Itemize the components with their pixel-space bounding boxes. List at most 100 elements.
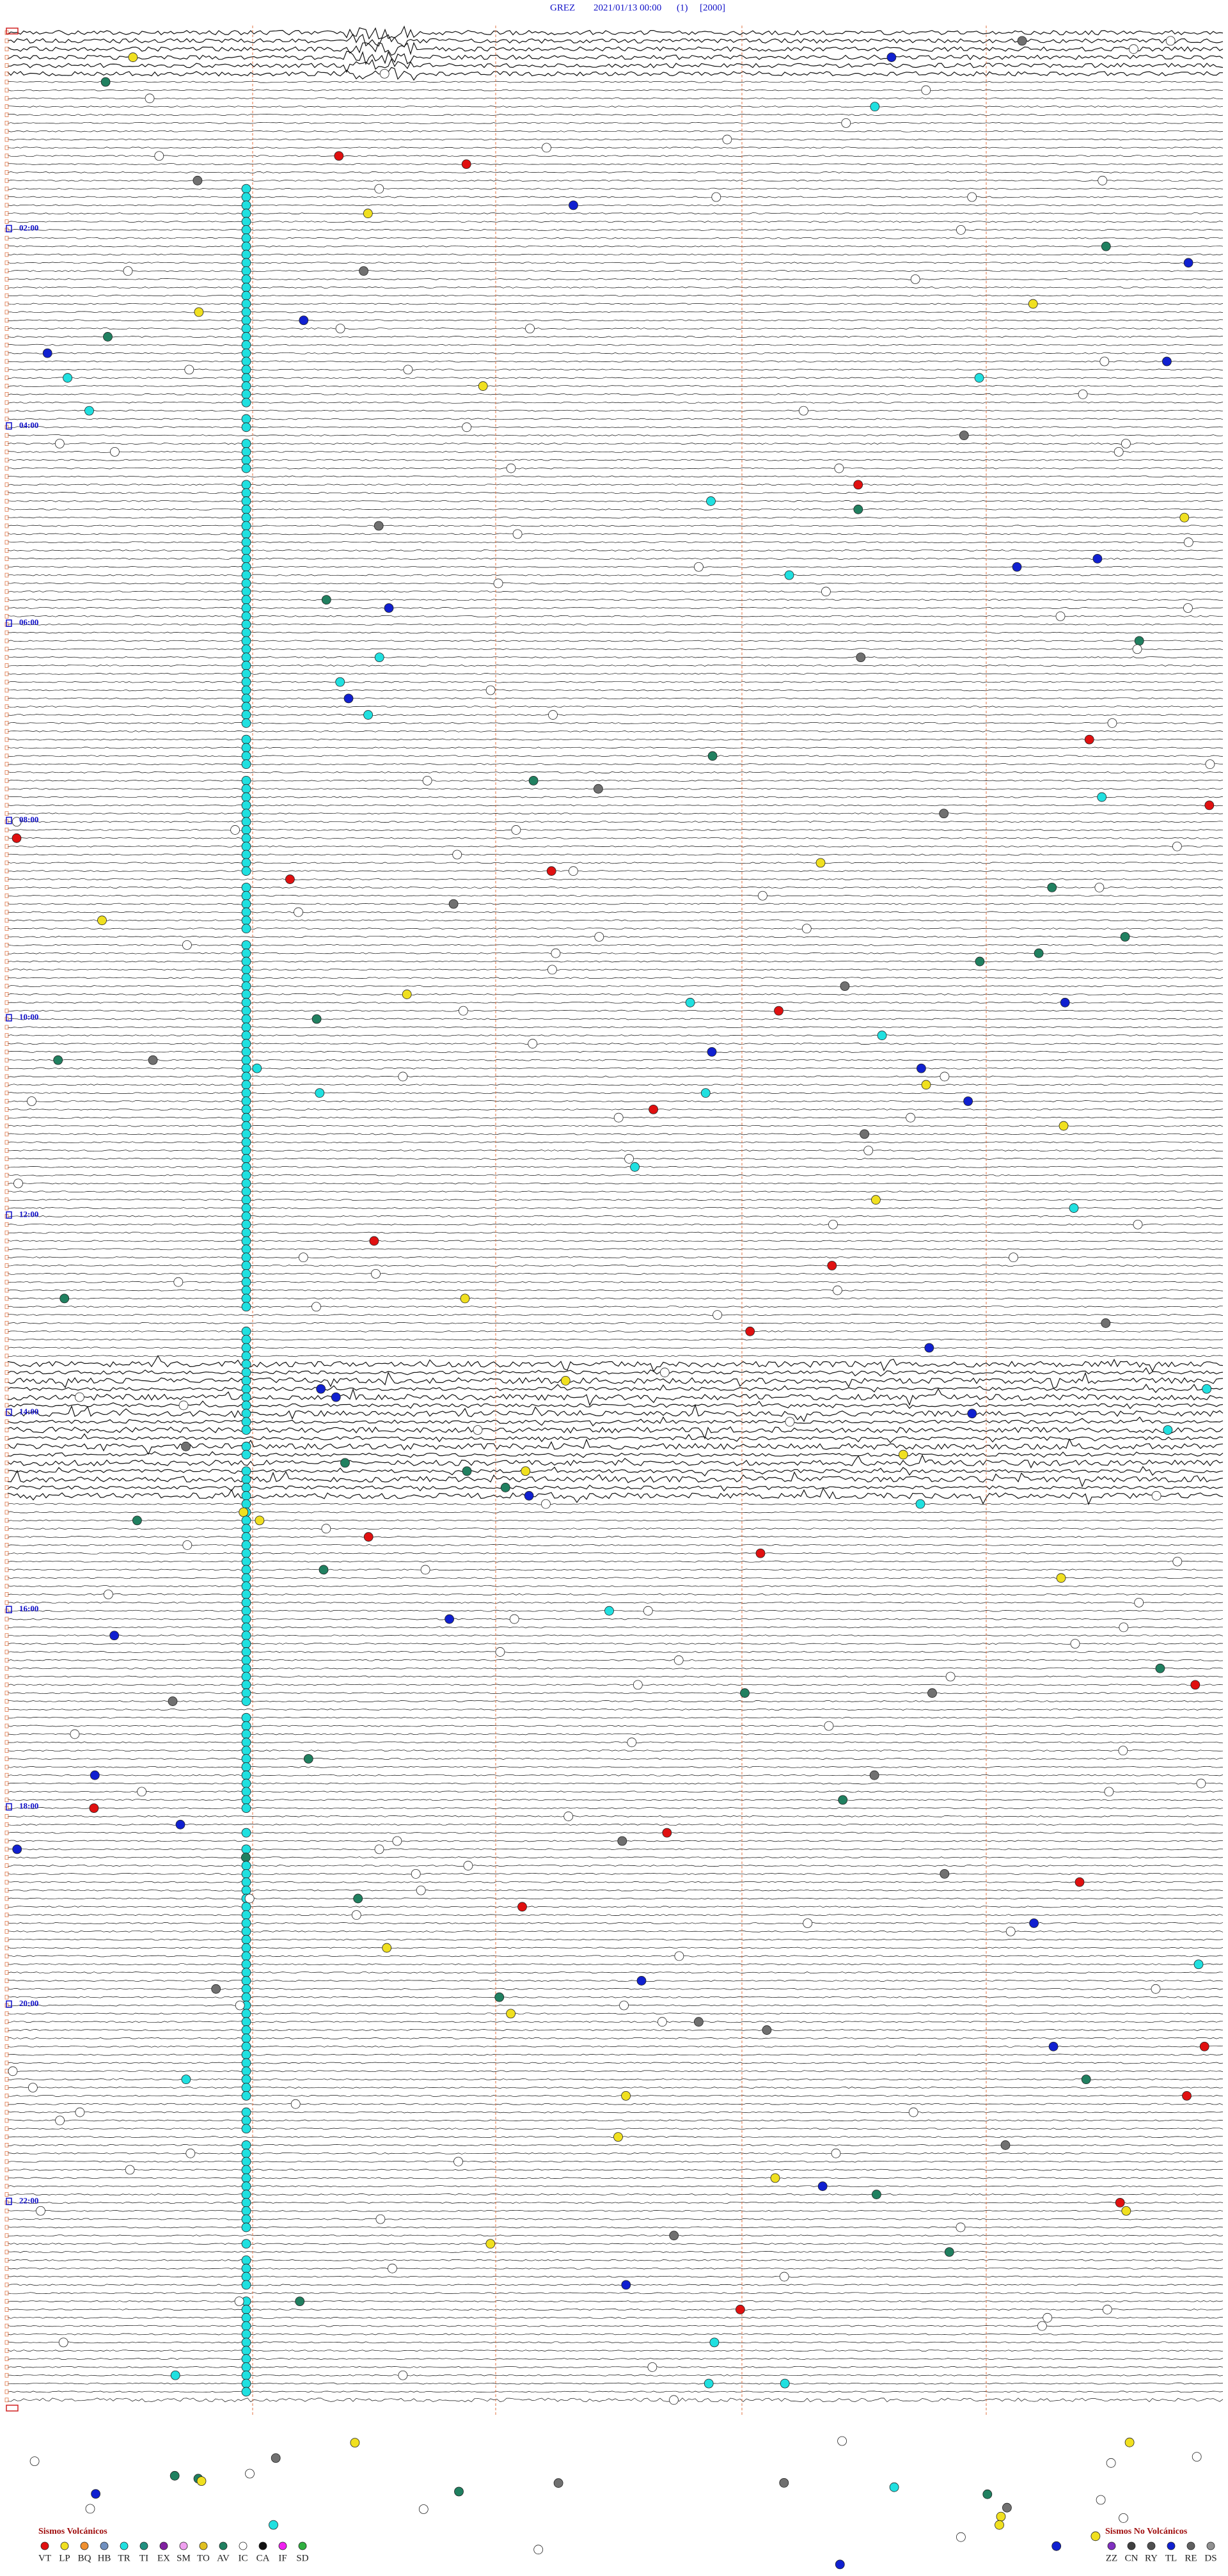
row-tick (4, 885, 9, 890)
row-tick (4, 2323, 9, 2328)
event-marker (525, 324, 535, 333)
row-tick (4, 1091, 9, 1096)
row-tick (4, 2216, 9, 2222)
trace (7, 821, 1224, 823)
hour-bracket (6, 2000, 12, 2008)
event-marker (42, 348, 52, 358)
event-marker (185, 2148, 196, 2158)
event-marker (241, 1844, 251, 1854)
row-tick (4, 1288, 9, 1293)
row-tick (4, 1896, 9, 1901)
legend-code: TI (139, 2553, 148, 2563)
row-tick (4, 1559, 9, 1564)
trace (7, 1848, 1224, 1851)
trace (7, 1536, 1224, 1538)
row-tick (4, 1674, 9, 1679)
trace (7, 67, 1223, 81)
event-marker (241, 217, 251, 226)
event-marker (241, 833, 251, 843)
event-marker (241, 200, 251, 210)
event-marker (241, 1006, 251, 1016)
event-marker (8, 2066, 18, 2076)
trace (7, 1865, 1224, 1867)
event-marker (940, 1869, 950, 1879)
row-tick (4, 1181, 9, 1186)
event-marker (975, 956, 985, 967)
row-tick (4, 416, 9, 422)
event-marker (241, 562, 251, 572)
trace (7, 2309, 1224, 2311)
event-marker (235, 2000, 245, 2011)
trace (8, 467, 1224, 470)
trace (7, 1469, 1224, 1488)
trace (7, 1840, 1224, 1842)
event-marker (241, 981, 251, 991)
row-tick (4, 2340, 9, 2345)
trace (7, 1774, 1224, 1776)
trace (7, 615, 1224, 617)
row-tick (4, 803, 9, 808)
event-marker (241, 1375, 251, 1386)
event-marker (241, 1597, 251, 1608)
row-tick (4, 269, 9, 274)
event-marker (241, 1885, 251, 1895)
event-marker (939, 809, 949, 819)
trace (7, 870, 1224, 873)
event-marker (241, 1285, 251, 1295)
event-marker (563, 1812, 574, 1821)
event-marker (506, 2009, 516, 2019)
row-tick (4, 548, 9, 553)
trace (7, 1609, 1224, 1612)
row-tick (4, 1008, 9, 1013)
event-marker (694, 2017, 704, 2027)
trace (7, 590, 1224, 593)
row-tick (4, 1197, 9, 1203)
event-marker (241, 1088, 251, 1098)
event-marker (921, 85, 931, 95)
trace (7, 303, 1224, 305)
row-tick (4, 1913, 9, 1918)
event-marker (294, 907, 303, 917)
trace (7, 1560, 1224, 1563)
trace (7, 2012, 1224, 2015)
event-marker (241, 1392, 251, 1402)
row-tick (4, 1929, 9, 1934)
row-tick (4, 926, 9, 931)
event-marker (241, 2025, 251, 2035)
event-marker (1098, 175, 1108, 186)
trace (7, 1987, 1224, 1990)
event-marker (241, 1031, 251, 1041)
trace (7, 1297, 1224, 1300)
trace (7, 1618, 1224, 1620)
row-tick (4, 310, 9, 315)
row-tick (4, 1074, 9, 1079)
event-marker (241, 2181, 251, 2192)
event-marker (511, 825, 521, 835)
event-marker (241, 1787, 251, 1797)
trace (7, 1182, 1224, 1185)
trace (7, 245, 1224, 248)
event-marker (241, 1293, 251, 1304)
event-marker (685, 997, 695, 1007)
row-tick (4, 893, 9, 898)
event-marker (1104, 1787, 1114, 1797)
event-marker (1002, 2502, 1012, 2513)
legend-swatch (179, 2541, 188, 2550)
event-marker (241, 2074, 251, 2085)
trace (7, 516, 1224, 519)
event-marker (524, 1490, 534, 1501)
row-tick (4, 203, 9, 208)
event-marker (241, 587, 251, 597)
row-tick (4, 1099, 9, 1103)
event-marker (1165, 36, 1176, 46)
event-marker (493, 578, 503, 589)
trace (7, 1782, 1224, 1785)
trace (7, 1384, 1224, 1393)
row-tick (4, 1428, 9, 1432)
event-marker (241, 940, 251, 950)
event-marker (241, 619, 251, 629)
row-tick (4, 145, 9, 150)
event-marker (995, 2520, 1004, 2530)
event-marker (384, 603, 394, 613)
trace (7, 1577, 1224, 1579)
